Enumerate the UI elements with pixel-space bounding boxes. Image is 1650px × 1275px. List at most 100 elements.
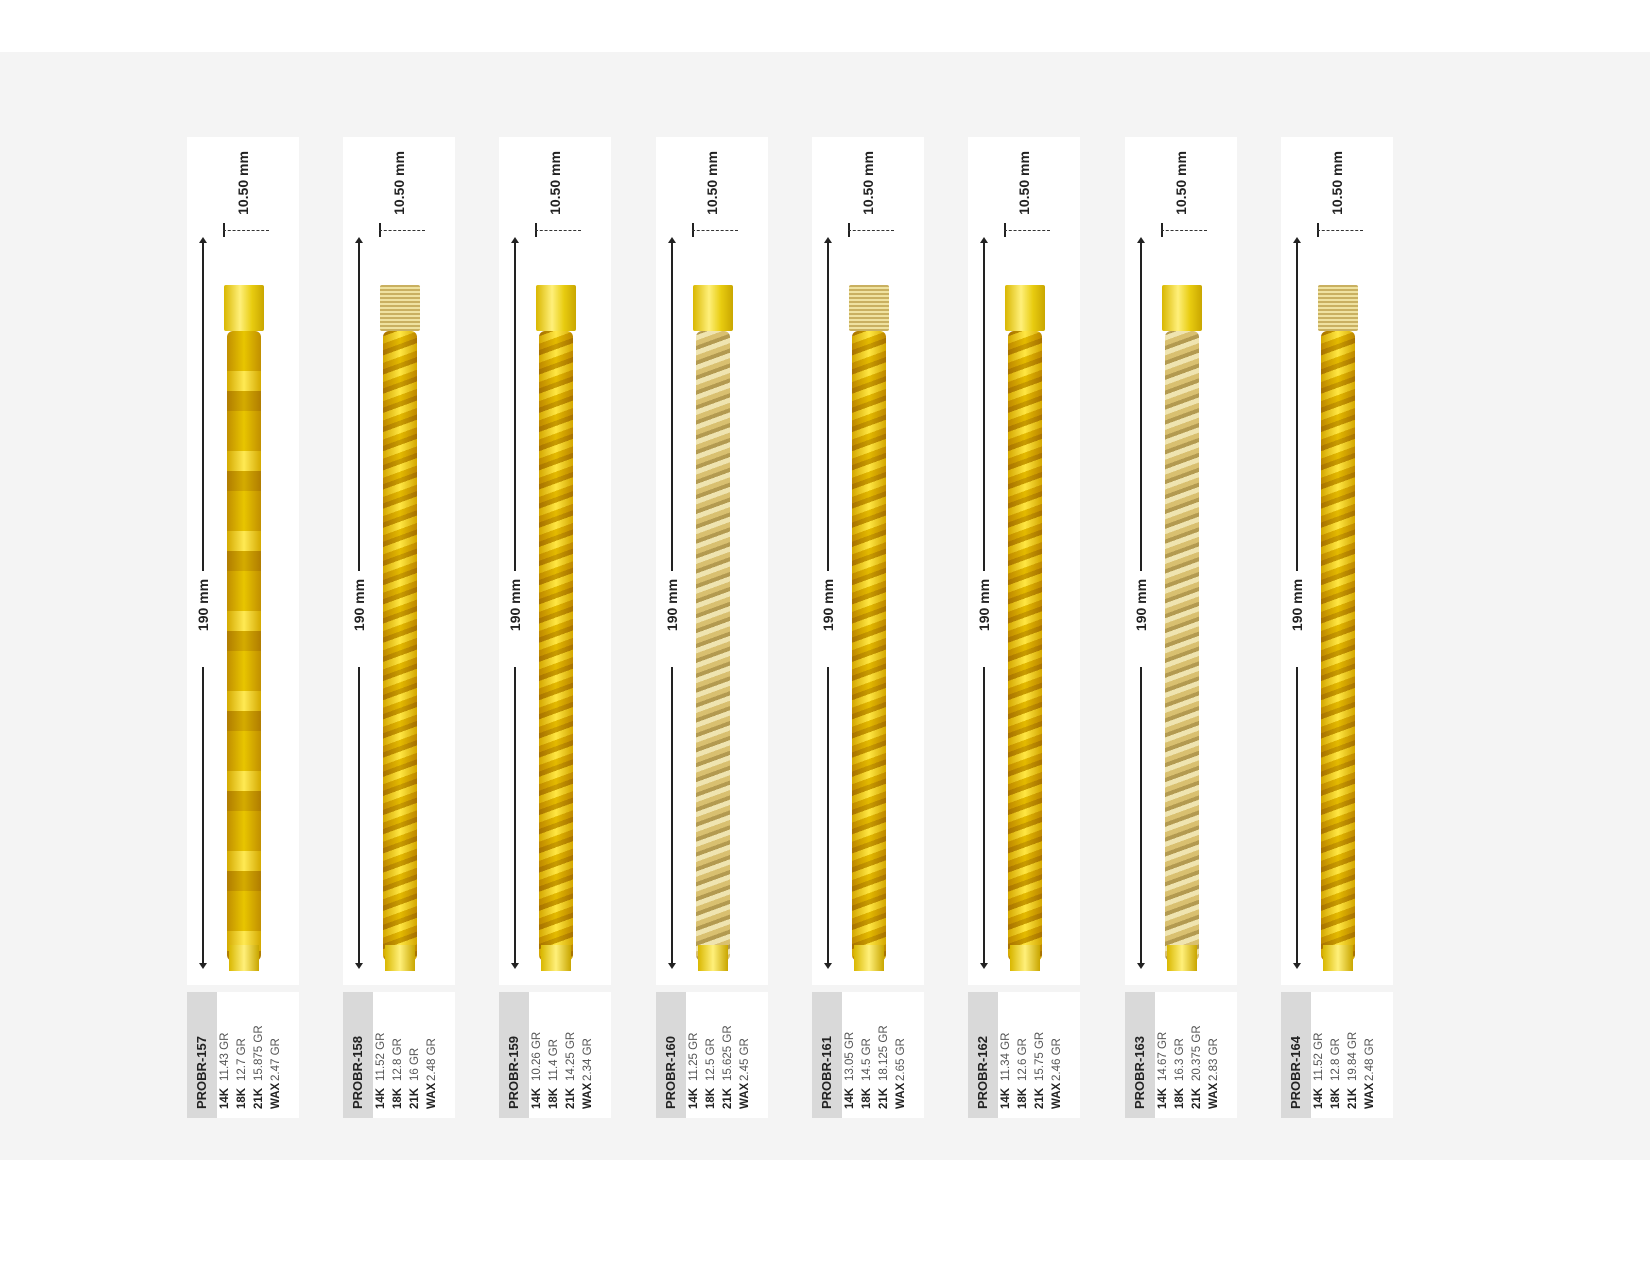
weight-row: 18K 12.8 GR (1328, 992, 1345, 1118)
karat-label: WAX (582, 1082, 594, 1109)
length-dimension-line (1140, 667, 1142, 965)
product-spec-card: PROBR-158 14K11.52 GR 18K12.8 GR 21K16 GR W… (343, 992, 455, 1118)
product-code: PROBR-158 (343, 992, 373, 1118)
weight-value: 15.875 GR (253, 1025, 265, 1081)
karat-label: 14K (844, 1087, 856, 1109)
karat-label: 18K (392, 1087, 404, 1109)
weight-value: 13.05 GR (844, 1031, 856, 1081)
width-dimension-line (848, 230, 894, 232)
karat-label: 14K (219, 1087, 231, 1109)
product-spec-card: PROBR-164 14K 11.52 GR 18K 12.8 GR 21K 19.84 … (1281, 992, 1393, 1118)
length-label: 190 mm (1133, 578, 1149, 632)
weight-value: 2.47 GR (270, 1038, 282, 1081)
weight-value: 15.75 GR (1034, 1031, 1046, 1081)
weight-row: 21K 19.84 GR (1345, 992, 1362, 1118)
bracelet-clasp (536, 285, 576, 331)
karat-label: WAX (270, 1082, 282, 1109)
bracelet-end-clasp (698, 945, 728, 971)
weight-value: 2.83 GR (1208, 1038, 1220, 1081)
karat-label: 18K (1330, 1087, 1342, 1109)
karat-label: WAX (895, 1082, 907, 1109)
karat-label: 18K (236, 1087, 248, 1109)
karat-label: 21K (1034, 1087, 1046, 1109)
length-dimension-line (983, 667, 985, 965)
length-label: 190 mm (507, 578, 523, 632)
karat-label: 14K (1313, 1087, 1325, 1109)
arrow-down-icon (824, 963, 832, 969)
weight-row: 21K 16 GR (407, 992, 424, 1118)
weight-row: 21K 20.375 GR (1189, 992, 1206, 1118)
weight-value: 18.125 GR (878, 1025, 890, 1081)
product-spec-card: PROBR-157 14K 11.43 GR 18K 12.7 GR 21K 15.875… (187, 992, 299, 1118)
arrow-down-icon (1293, 963, 1301, 969)
product-image-card: 190 mm 10.50 mm (1125, 137, 1237, 985)
bracelet-chain-image (1165, 331, 1199, 961)
weight-row: 18K 12.8 GR (390, 992, 407, 1118)
length-label: 190 mm (664, 578, 680, 632)
arrow-up-icon (355, 237, 363, 243)
karat-label: 21K (1347, 1087, 1359, 1109)
length-dimension-line (827, 241, 829, 571)
karat-label: 14K (531, 1087, 543, 1109)
weight-value: 14.25 GR (565, 1031, 577, 1081)
weight-row: WAX2.34 GR (580, 992, 597, 1118)
arrow-down-icon (199, 963, 207, 969)
weight-row: WAX2.45 GR (737, 992, 754, 1118)
weight-value: 12.7 GR (236, 1038, 248, 1081)
width-label: 10.50 mm (391, 151, 407, 215)
product-code: PROBR-162 (968, 992, 998, 1118)
weight-row: 14K 11.43 GR (217, 992, 234, 1118)
length-dimension-line (671, 667, 673, 965)
weight-value: 14.5 GR (861, 1038, 873, 1081)
karat-label: 14K (375, 1087, 387, 1109)
weight-row: 14K 13.05 GR (842, 992, 859, 1118)
karat-label: 18K (1174, 1087, 1186, 1109)
karat-label: 21K (878, 1087, 890, 1109)
bracelet-chain-image (1321, 331, 1355, 961)
weight-row: WAX2.46 GR (1049, 992, 1066, 1118)
karat-label: WAX (739, 1082, 751, 1109)
product-spec-card: PROBR-161 14K 13.05 GR 18K 14.5 GR 21K 18.125… (812, 992, 924, 1118)
bracelet-chain-image (696, 331, 730, 961)
weight-row: 21K 18.125 GR (876, 992, 893, 1118)
length-dimension-line (827, 667, 829, 965)
weight-row: WAX2.65 GR (893, 992, 910, 1118)
weight-row: WAX2.47 GR (268, 992, 285, 1118)
weight-row: WAX2.83 GR (1206, 992, 1223, 1118)
arrow-down-icon (511, 963, 519, 969)
weight-value: 11.25 GR (688, 1032, 700, 1081)
weight-row: 14K 11.52 GR (373, 992, 390, 1118)
bracelet-clasp (849, 285, 889, 331)
weight-value: 2.34 GR (582, 1038, 594, 1081)
product-image-card: 190 mm 10.50 mm (968, 137, 1080, 985)
bracelet-clasp (693, 285, 733, 331)
width-label: 10.50 mm (1173, 151, 1189, 215)
arrow-up-icon (668, 237, 676, 243)
width-dimension-line (692, 230, 738, 232)
arrow-down-icon (980, 963, 988, 969)
karat-label: 18K (548, 1087, 560, 1109)
arrow-up-icon (824, 237, 832, 243)
arrow-down-icon (355, 963, 363, 969)
length-label: 190 mm (1289, 578, 1305, 632)
weight-row: 18K 16.3 GR (1172, 992, 1189, 1118)
bracelet-chain-image (1008, 331, 1042, 961)
weight-row: 21K 15.875 GR (251, 992, 268, 1118)
length-label: 190 mm (820, 578, 836, 632)
weight-row: 14K 11.34 GR (998, 992, 1015, 1118)
weight-value: 16.3 GR (1174, 1038, 1186, 1081)
length-dimension-line (1296, 667, 1298, 965)
length-label: 190 mm (195, 578, 211, 632)
weight-value: 2.48 GR (1364, 1038, 1376, 1081)
bracelet-end-clasp (854, 945, 884, 971)
product-image-card: 190 mm 10.50 mm (343, 137, 455, 985)
width-dimension-line (1161, 230, 1207, 232)
weight-value: 11.52 GR (375, 1032, 387, 1081)
product-code: PROBR-160 (656, 992, 686, 1118)
bracelet-end-clasp (229, 945, 259, 971)
weight-row: 14K 11.52 GR (1311, 992, 1328, 1118)
product-code: PROBR-161 (812, 992, 842, 1118)
length-dimension-line (1140, 241, 1142, 571)
karat-label: WAX (1051, 1082, 1063, 1109)
length-dimension-line (514, 667, 516, 965)
